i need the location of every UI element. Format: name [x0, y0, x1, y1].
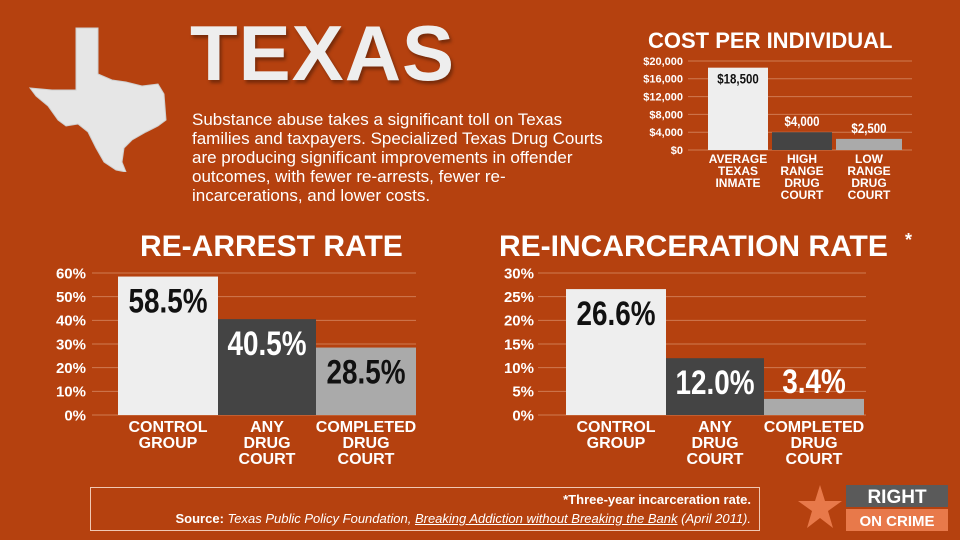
- source-publisher: Texas Public Policy Foundation,: [227, 511, 412, 526]
- reinc-ytick-label: 25%: [504, 289, 534, 306]
- cost-data-label: $4,000: [784, 113, 819, 129]
- rearrest-data-label: 28.5%: [326, 353, 405, 391]
- rearrest-ytick-label: 10%: [56, 384, 86, 401]
- rearrest-bar: [316, 347, 416, 415]
- logo-line2: ON CRIME: [860, 513, 935, 530]
- rearrest-ytick-label: 30%: [56, 336, 86, 353]
- reinc-category-label-line: COURT: [786, 451, 843, 468]
- cost-bar: [772, 132, 832, 150]
- reinc-data-label: 12.0%: [675, 364, 754, 402]
- cost-data-label: $18,500: [717, 71, 758, 87]
- reinc-bar: [566, 289, 666, 415]
- cost-category-label-line: INMATE: [715, 176, 760, 190]
- cost-category-label-line: AVERAGE: [709, 152, 767, 166]
- reinc-ytick-label: 0%: [512, 407, 534, 424]
- page-title: TEXAS: [190, 9, 456, 97]
- cost-data-label: $2,500: [851, 120, 886, 136]
- intro-text: Substance abuse takes a significant toll…: [192, 110, 603, 205]
- cost-category-label-line: DRUG: [851, 176, 886, 190]
- cost-category-label-line: COURT: [848, 188, 891, 202]
- cost-ytick-label: $20,000: [643, 56, 683, 68]
- cost-category-label-line: RANGE: [847, 164, 890, 178]
- reinc-category-label-line: DRUG: [790, 435, 837, 452]
- reinc-bar: [666, 358, 764, 415]
- reinc-ytick-label: 10%: [504, 360, 534, 377]
- source-box: *Three-year incarceration rate. Source: …: [90, 487, 760, 531]
- rearrest-category-label: CONTROL GROUP: [128, 419, 207, 452]
- cost-category-label-line: TEXAS: [718, 164, 758, 178]
- rearrest-category-label-line: DRUG: [243, 435, 290, 452]
- cost-category-label-line: HIGH: [787, 152, 817, 166]
- reincarceration-title-mark: *: [905, 230, 913, 250]
- logo-line1: RIGHT: [867, 487, 927, 508]
- cost-ytick-label: $16,000: [643, 74, 683, 86]
- cost-category-label-line: COURT: [781, 188, 824, 202]
- reinc-category-label-line: CONTROL: [576, 419, 655, 436]
- cost-category-label: AVERAGE TEXAS INMATE: [709, 152, 767, 190]
- reinc-category-label-line: DRUG: [691, 435, 738, 452]
- rearrest-ytick-label: 0%: [64, 407, 86, 424]
- source-date: (April 2011).: [681, 511, 751, 526]
- reinc-data-label: 3.4%: [782, 362, 846, 400]
- footnote: *Three-year incarceration rate.: [563, 492, 751, 507]
- cost-ytick-label: $0: [671, 145, 683, 157]
- rearrest-category-label: ANY DRUG COURT: [239, 419, 296, 468]
- rearrest-ytick-label: 20%: [56, 360, 86, 377]
- rearrest-category-label: COMPLETED DRUG COURT: [316, 419, 416, 468]
- rearrest-category-label-line: ANY: [250, 419, 284, 436]
- cost-chart-title: COST PER INDIVIDUAL: [648, 28, 893, 53]
- reinc-category-label: ANY DRUG COURT: [687, 419, 744, 468]
- cost-bar: [708, 67, 768, 150]
- rearrest-category-label-line: COURT: [239, 451, 296, 468]
- reinc-category-label-line: GROUP: [587, 435, 646, 452]
- cost-category-label-line: DRUG: [784, 176, 819, 190]
- rearrest-data-label: 40.5%: [227, 325, 306, 363]
- cost-ytick-label: $12,000: [643, 91, 683, 103]
- cost-category-label-line: LOW: [855, 152, 884, 166]
- cost-ytick-label: $4,000: [649, 127, 683, 139]
- cost-ytick-label: $8,000: [649, 109, 683, 121]
- rearrest-ytick-label: 60%: [56, 265, 86, 282]
- rearrest-category-label-line: CONTROL: [128, 419, 207, 436]
- reincarceration-chart-title: RE-INCARCERATION RATE: [499, 230, 888, 263]
- rearrest-ytick-label: 40%: [56, 313, 86, 330]
- source-title-link[interactable]: Breaking Addiction without Breaking the …: [414, 511, 678, 526]
- right-on-crime-logo: RIGHT ON CRIME: [798, 485, 948, 531]
- source-label: Source:: [175, 511, 224, 526]
- rearrest-bar: [118, 276, 218, 415]
- texas-map-icon: [28, 27, 167, 172]
- rearrest-data-label: 58.5%: [128, 282, 207, 320]
- rearrest-category-label-line: DRUG: [342, 435, 389, 452]
- reinc-category-label-line: COURT: [687, 451, 744, 468]
- reinc-ytick-label: 20%: [504, 313, 534, 330]
- reinc-ytick-label: 5%: [512, 384, 534, 401]
- rearrest-chart-title: RE-ARREST RATE: [140, 230, 403, 263]
- reinc-ytick-label: 15%: [504, 336, 534, 353]
- rearrest-bar: [218, 319, 316, 415]
- rearrest-category-label-line: GROUP: [139, 435, 198, 452]
- star-icon: [798, 485, 842, 528]
- reinc-bar: [764, 398, 864, 415]
- reinc-category-label: CONTROL GROUP: [576, 419, 655, 452]
- rearrest-ytick-label: 50%: [56, 289, 86, 306]
- reinc-data-label: 26.6%: [576, 294, 655, 332]
- reinc-ytick-label: 30%: [504, 265, 534, 282]
- cost-category-label-line: RANGE: [780, 164, 823, 178]
- cost-category-label: HIGH RANGE DRUG COURT: [780, 152, 824, 202]
- cost-bar: [836, 138, 902, 150]
- rearrest-category-label-line: COMPLETED: [316, 419, 416, 436]
- reinc-category-label: COMPLETED DRUG COURT: [764, 419, 864, 468]
- source-citation: Source: Texas Public Policy Foundation, …: [176, 511, 752, 526]
- reinc-category-label-line: COMPLETED: [764, 419, 864, 436]
- reinc-category-label-line: ANY: [698, 419, 732, 436]
- cost-category-label: LOW RANGE DRUG COURT: [847, 152, 891, 202]
- rearrest-category-label-line: COURT: [338, 451, 395, 468]
